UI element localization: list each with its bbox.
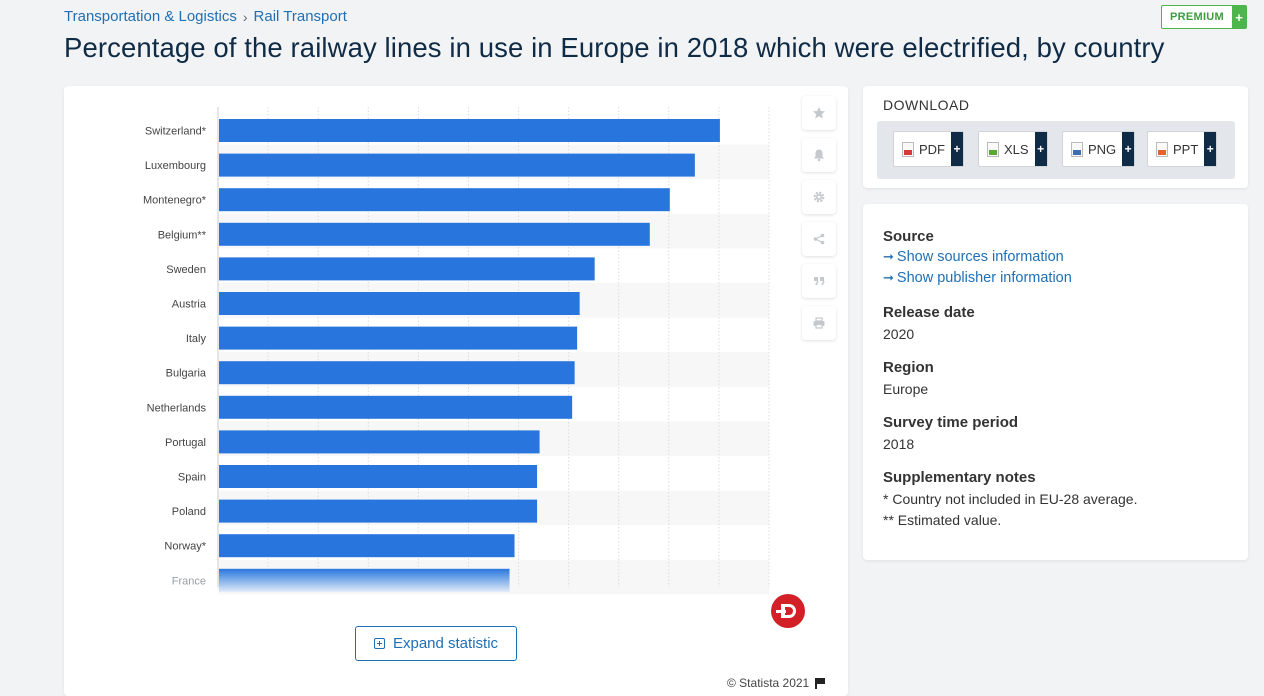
print-icon: [813, 317, 825, 329]
category-label: France: [172, 575, 206, 587]
download-xls-button[interactable]: XLS +: [978, 131, 1048, 167]
notification-button[interactable]: [802, 138, 836, 172]
ppt-file-icon: [1156, 141, 1168, 157]
bar: [219, 326, 578, 350]
category-label: Poland: [172, 506, 206, 518]
chart-card: Switzerland* Luxembourg Montenegro* Belgium…: [64, 86, 848, 696]
bar: [219, 534, 515, 558]
category-label: Norway*: [164, 541, 206, 553]
category-label: Italy: [186, 333, 207, 345]
bar: [219, 361, 575, 385]
release-date-value: 2020: [883, 326, 915, 342]
category-label: Spain: [178, 472, 206, 484]
download-png-label: PNG: [1088, 141, 1117, 157]
gear-icon: [813, 191, 825, 203]
share-icon: [813, 233, 825, 245]
favorite-button[interactable]: [802, 96, 836, 130]
bar: [219, 188, 670, 212]
plus-icon: +: [1232, 6, 1246, 28]
chart-toolbar: [802, 96, 836, 340]
supplementary-note-1: * Country not included in EU-28 average.: [883, 491, 1138, 507]
bar: [219, 153, 695, 177]
bar: [219, 395, 573, 419]
print-button[interactable]: [802, 306, 836, 340]
bar: [219, 222, 650, 246]
flag-icon[interactable]: [815, 678, 826, 689]
download-png-button[interactable]: PNG +: [1062, 131, 1136, 167]
bell-icon: [814, 149, 824, 162]
star-icon: [813, 107, 825, 119]
expand-statistic-label: Expand statistic: [392, 635, 499, 652]
region-value: Europe: [883, 381, 929, 397]
bar: [219, 465, 538, 488]
survey-period-label: Survey time period: [883, 414, 1019, 431]
breadcrumb: Transportation & Logistics › Rail Transp…: [64, 8, 347, 25]
plus-icon: +: [1122, 132, 1135, 166]
png-file-icon: [1071, 141, 1083, 157]
category-label: Bulgaria: [166, 368, 207, 380]
arrow-right-icon: ➞: [883, 249, 894, 264]
bar-chart: Switzerland* Luxembourg Montenegro* Belgium…: [143, 107, 770, 595]
download-xls-label: XLS: [1004, 141, 1029, 157]
bar: [219, 292, 580, 315]
download-bar: PDF + XLS + PNG + PPT +: [877, 121, 1235, 179]
expand-statistic-button[interactable]: Expand statistic: [355, 626, 517, 661]
download-ppt-button[interactable]: PPT +: [1147, 131, 1218, 167]
download-pdf-label: PDF: [919, 141, 945, 157]
survey-period-value: 2018: [883, 436, 915, 452]
share-button[interactable]: [802, 222, 836, 256]
breadcrumb-separator: ›: [242, 8, 248, 25]
category-label: Austria: [172, 299, 207, 311]
premium-label: PREMIUM: [1169, 11, 1225, 23]
show-sources-link[interactable]: ➞ Show sources information: [883, 249, 1064, 265]
download-title: DOWNLOAD: [883, 97, 970, 113]
supplementary-notes-label: Supplementary notes: [883, 469, 1036, 486]
breadcrumb-item-rail-transport[interactable]: Rail Transport: [253, 8, 347, 25]
plus-icon: +: [951, 132, 963, 166]
plus-icon: +: [1034, 132, 1047, 166]
show-publisher-link[interactable]: ➞ Show publisher information: [883, 270, 1072, 286]
xls-file-icon: [987, 141, 999, 157]
info-panel: Source ➞ Show sources information ➞ Show…: [863, 204, 1248, 560]
bar: [219, 257, 595, 281]
pdf-file-icon: [902, 141, 914, 157]
bar: [219, 119, 720, 142]
category-label: Luxembourg: [145, 160, 206, 172]
category-label: Netherlands: [147, 402, 207, 414]
bar: [219, 499, 538, 523]
statista-logo-icon: [771, 594, 805, 628]
bar: [219, 430, 540, 454]
category-label: Sweden: [166, 264, 206, 276]
category-label: Portugal: [165, 437, 206, 449]
source-label: Source: [883, 228, 934, 245]
category-label: Montenegro*: [143, 195, 207, 207]
cite-button[interactable]: [802, 264, 836, 298]
download-ppt-label: PPT: [1173, 141, 1199, 157]
breadcrumb-item-transportation[interactable]: Transportation & Logistics: [64, 8, 237, 25]
download-pdf-button[interactable]: PDF +: [893, 131, 964, 167]
copyright-text[interactable]: © Statista 2021: [727, 676, 810, 690]
quote-icon: [814, 277, 825, 286]
region-label: Region: [883, 359, 934, 376]
page-title: Percentage of the railway lines in use i…: [64, 32, 1165, 63]
plus-icon: +: [1204, 132, 1217, 166]
download-panel: DOWNLOAD PDF + XLS + PNG + PPT +: [863, 86, 1248, 188]
bar: [219, 568, 510, 592]
settings-button[interactable]: [802, 180, 836, 214]
show-sources-label: Show sources information: [896, 249, 1064, 265]
premium-button[interactable]: PREMIUM +: [1161, 5, 1247, 29]
plus-square-icon: [373, 638, 385, 649]
supplementary-note-2: ** Estimated value.: [883, 512, 1002, 528]
copyright: © Statista 2021: [727, 676, 826, 690]
arrow-right-icon: ➞: [883, 270, 894, 285]
show-publisher-label: Show publisher information: [896, 270, 1072, 286]
release-date-label: Release date: [883, 304, 975, 321]
category-label: Switzerland*: [145, 126, 207, 138]
category-label: Belgium**: [158, 229, 207, 241]
